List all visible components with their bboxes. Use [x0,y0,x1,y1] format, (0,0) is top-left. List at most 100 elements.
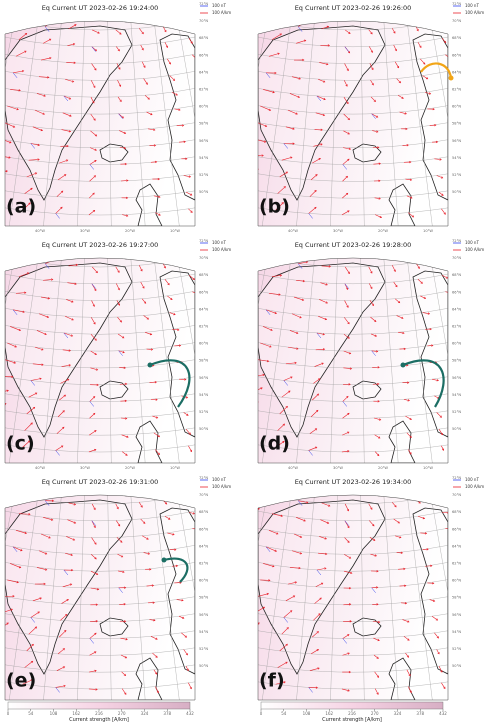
vector-head [315,174,318,177]
current-vector [116,520,121,527]
vector-head [192,277,195,281]
field-vector [89,164,94,170]
vector-head [248,84,250,86]
vector-head [8,156,11,159]
latitude-label: 64°N [452,544,461,548]
field-vector [55,687,60,693]
current-vector [291,313,302,319]
vector-head [348,670,352,674]
vector-head [41,363,44,366]
vector-head [62,410,65,413]
current-vector [243,197,252,205]
meridian [40,495,62,700]
vector-head [279,274,283,277]
meridian [176,495,195,700]
vector-head [5,169,8,173]
vector-head [254,549,256,551]
vector-head [21,69,25,73]
vector-head [328,504,331,507]
current-vector [232,247,237,249]
vector-head [315,686,319,689]
meridian [360,495,366,700]
parallel [258,21,448,98]
latitude-label: 70°N [199,493,208,497]
map-background [5,21,195,226]
parallel [258,258,448,436]
vector-head [217,506,219,508]
vector-head [322,113,326,117]
current-vector [121,451,128,456]
vector-head [420,281,423,284]
vector-head [71,300,74,303]
vector-head [223,445,225,447]
meridian [258,21,292,226]
vector-head [94,288,97,292]
vector-head [439,415,442,418]
vector-head [428,92,432,95]
legend-label: 100 nT [465,3,479,8]
parallel [258,495,448,673]
vector-head [94,651,97,654]
vector-head [119,99,122,103]
current-vector [220,37,229,45]
vector-head [264,140,267,143]
latitude-label: 54°N [199,156,208,160]
current-vector [344,503,349,511]
current-vector [371,113,378,118]
vector-head [96,588,100,591]
current-vector [117,96,122,102]
vector-head [20,549,23,552]
vector-head [443,212,446,215]
vector-head [346,395,349,399]
vector-head [190,41,193,44]
vector-head [35,392,38,395]
vector-head [97,31,100,34]
vector-head [294,361,297,365]
current-vector [342,413,350,419]
longitude-label: 20°W [378,229,388,233]
vector-head [74,282,77,285]
panel-label: (c) [6,433,35,455]
vector-head [440,670,443,673]
vector-head [401,316,404,319]
vector-head [66,144,69,148]
vector-head [37,158,40,161]
vector-head [125,453,128,456]
current-vector [119,383,127,385]
current-vector [89,651,97,656]
current-vector [26,407,35,415]
vector-head [320,128,323,132]
current-vector [434,158,442,160]
vector-head [377,453,380,457]
vector-head [258,507,261,510]
current-vector [218,397,230,403]
current-vector [490,605,493,611]
vector-head [348,603,352,606]
vector-head [168,62,171,65]
vector-head [215,153,217,155]
current-vector [28,626,37,635]
vector-head [261,488,263,490]
current-vector [258,138,266,143]
vector-head [29,254,31,256]
vector-head [218,665,220,667]
vector-head [28,513,31,516]
field-vector [316,95,322,102]
vector-head [94,49,97,52]
vector-head [189,449,193,453]
current-vector [233,352,238,353]
panel-title: Eq Current UT 2023-02-26 19:31:00 [42,478,159,486]
vector-head [264,124,268,127]
latitude-label: 52°N [199,410,208,414]
current-vector [298,500,308,503]
latitude-label: 60°N [452,342,461,346]
meridian [293,258,315,463]
vector-head [28,202,31,205]
current-vector [210,551,222,556]
current-vector [233,100,245,103]
vector-head [48,38,52,41]
parallel [258,495,448,555]
vector-head [430,564,433,568]
current-vector [263,563,275,567]
